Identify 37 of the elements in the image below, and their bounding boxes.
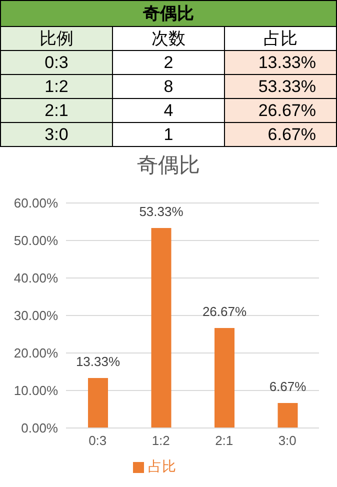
data-label: 8 [112, 74, 224, 98]
data-label: 6.67% [269, 378, 307, 394]
legend-label: 占比 [148, 458, 176, 474]
y-tick-label: 30.00% [14, 308, 58, 324]
category-label: 0:3 [0, 50, 112, 74]
y-tick-label: 50.00% [14, 233, 58, 248]
y-tick-label: 20.00% [14, 346, 58, 361]
category-label: 1:2 [0, 74, 112, 98]
text: 比例 [0, 26, 112, 50]
data-label: 6.67% [224, 122, 336, 146]
x-tick-label: 0:3 [88, 433, 107, 448]
data-label: 26.67% [224, 98, 336, 122]
bar [278, 402, 298, 428]
data-label: 53.33% [224, 74, 336, 98]
data-label: 13.33% [224, 50, 336, 74]
x-tick-label: 1:2 [152, 433, 170, 448]
data-label: 4 [112, 98, 224, 122]
data-label: 2 [112, 50, 224, 74]
bar [214, 328, 234, 428]
y-tick-label: 40.00% [14, 270, 58, 286]
bar [151, 228, 172, 428]
y-tick-label: 10.00% [14, 383, 58, 398]
data-label: 13.33% [76, 354, 120, 370]
data-label: 26.67% [202, 304, 247, 319]
y-tick-label: 0.00% [21, 420, 58, 436]
data-label: 53.33% [139, 204, 184, 220]
text: 奇偶比 [0, 0, 336, 26]
x-tick-label: 2:1 [215, 433, 234, 448]
category-label: 3:0 [0, 122, 112, 146]
y-tick-label: 60.00% [14, 196, 58, 211]
data-label: 1 [112, 122, 224, 146]
chart-title: 奇偶比 [136, 153, 201, 179]
x-tick-label: 3:0 [278, 433, 296, 448]
series-label: 占比 [224, 26, 336, 50]
series-label: 次数 [112, 26, 224, 50]
bar [88, 378, 108, 428]
category-label: 2:1 [0, 98, 112, 122]
